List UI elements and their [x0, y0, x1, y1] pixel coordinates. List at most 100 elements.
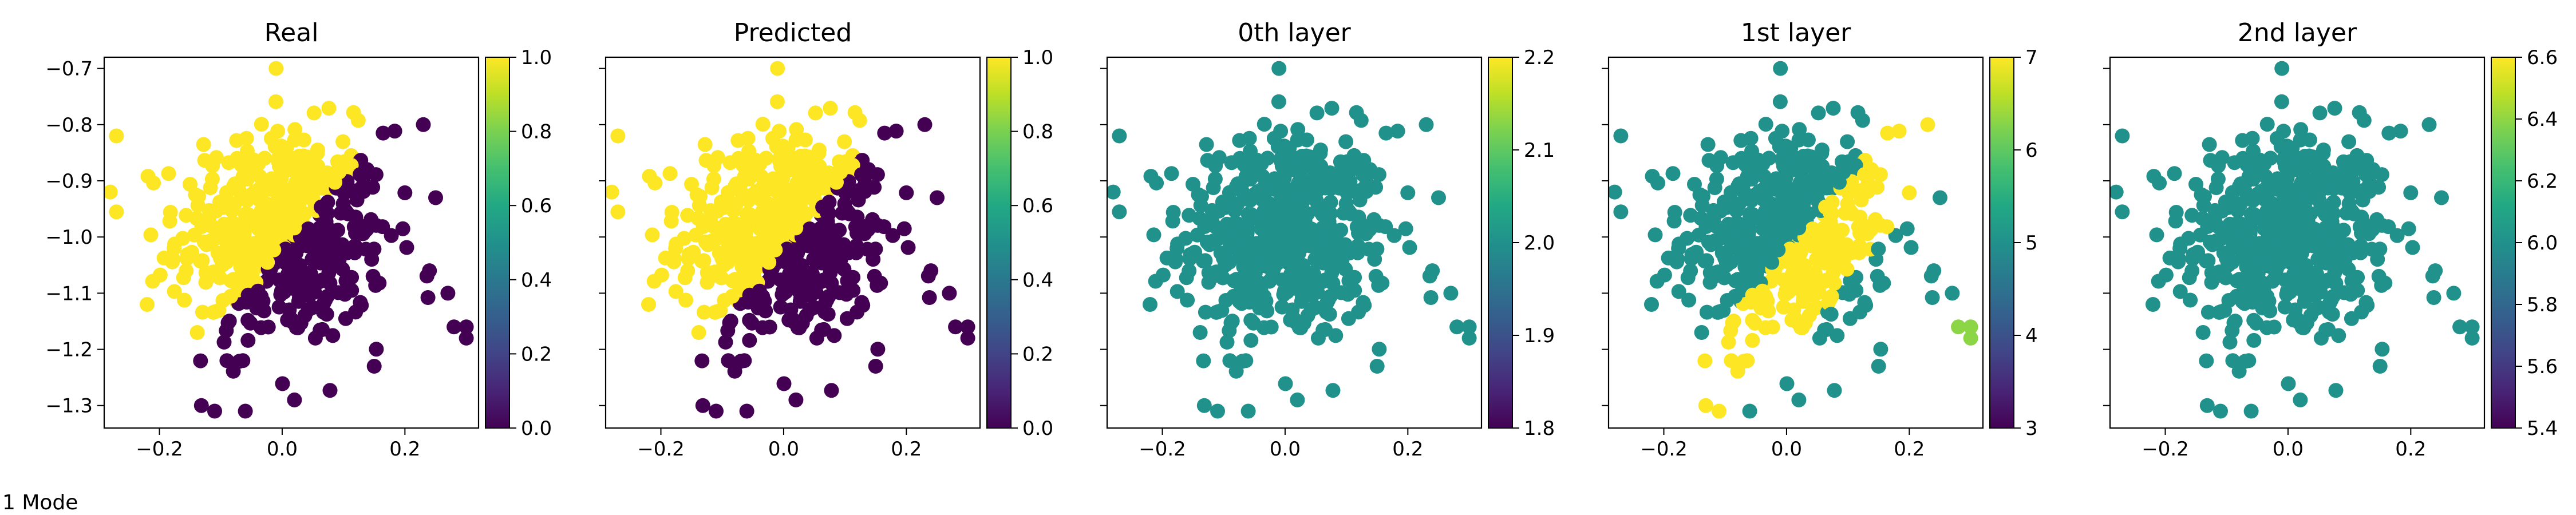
- scatter-point: [1179, 270, 1194, 286]
- scatter-point: [2328, 276, 2344, 291]
- colorbar-tick-label: 6.2: [2527, 170, 2558, 193]
- scatter-point: [2358, 295, 2374, 310]
- scatter-point: [1681, 292, 1697, 308]
- scatter-point: [821, 289, 836, 304]
- colorbar-tick-label: 6.4: [2527, 108, 2558, 131]
- scatter-point: [195, 253, 210, 268]
- scatter-point: [2327, 257, 2342, 272]
- scatter-point: [2316, 142, 2331, 158]
- x-tick-label: 0.0: [1771, 438, 1802, 461]
- scatter-point: [1211, 150, 1227, 165]
- scatter-point: [2446, 286, 2462, 301]
- scatter-point: [1461, 319, 1477, 335]
- scatter-point: [2243, 207, 2259, 222]
- scatter-point: [804, 229, 820, 244]
- scatter-point: [1742, 403, 1757, 419]
- scatter-point: [799, 308, 814, 323]
- scatter-point: [668, 284, 683, 299]
- scatter-point: [1902, 185, 1917, 200]
- colorbar-tick-label: 1.0: [521, 46, 552, 69]
- scatter-point: [1700, 137, 1716, 152]
- scatter-point: [1745, 332, 1760, 348]
- scatter-point: [1378, 125, 1394, 141]
- scatter-point: [325, 328, 341, 343]
- scatter-point: [691, 325, 706, 340]
- scatter-point: [2325, 289, 2341, 304]
- scatter-point: [1800, 287, 1816, 302]
- scatter-point: [1307, 251, 1323, 267]
- scatter-point: [700, 265, 715, 280]
- scatter-point: [2308, 189, 2324, 204]
- scatter-point: [2341, 134, 2357, 149]
- scatter-point: [297, 308, 313, 323]
- scatter-point: [1824, 289, 1839, 304]
- scatter-point: [109, 204, 124, 220]
- scatter-point: [867, 180, 882, 195]
- scatter-point: [1712, 403, 1726, 419]
- scatter-point: [344, 283, 359, 298]
- colorbar-tick-label: 1.8: [1524, 417, 1555, 440]
- scatter-point: [2241, 227, 2256, 242]
- scatter-point: [2246, 287, 2262, 303]
- scatter-point: [696, 304, 712, 320]
- scatter-point: [322, 383, 338, 398]
- scatter-point: [2312, 105, 2328, 121]
- scatter-point: [815, 199, 831, 215]
- scatter-point: [852, 113, 867, 128]
- scatter-point: [191, 189, 206, 204]
- scatter-point: [1694, 325, 1709, 340]
- scatter-point: [1321, 225, 1337, 240]
- scatter-point: [1198, 253, 1213, 268]
- scatter-point: [1222, 353, 1238, 369]
- scatter-point: [287, 392, 302, 407]
- scatter-point: [686, 244, 701, 260]
- scatter-point: [948, 319, 963, 335]
- scatter-point: [2208, 180, 2224, 195]
- scatter-point: [259, 209, 274, 225]
- scatter-point: [1786, 278, 1801, 293]
- scatter-point: [1402, 240, 1417, 255]
- scatter-point: [240, 332, 256, 348]
- scatter-point: [1758, 117, 1773, 132]
- scatter-point: [1400, 185, 1416, 200]
- scatter-point: [255, 222, 270, 237]
- scatter-point: [1330, 175, 1345, 190]
- scatter-point: [1823, 225, 1838, 240]
- scatter-point: [207, 304, 223, 319]
- scatter-point: [428, 190, 443, 205]
- scatter-point: [196, 137, 211, 152]
- colorbar-tick-label: 4: [2025, 324, 2038, 347]
- scatter-point: [1146, 227, 1161, 243]
- scatter-point: [1644, 297, 1659, 312]
- scatter-point: [790, 209, 805, 224]
- y-tick-label: −0.9: [45, 170, 93, 193]
- scatter-point: [289, 209, 304, 224]
- colorbar-tick-label: 0.8: [521, 121, 552, 144]
- scatter-point: [824, 276, 839, 291]
- scatter-point: [1374, 275, 1390, 291]
- scatter-point: [854, 295, 870, 310]
- scatter-point: [654, 267, 669, 283]
- scatter-point: [815, 171, 831, 187]
- scatter-point: [2374, 342, 2390, 357]
- scatter-point: [282, 278, 297, 293]
- scatter-point: [1254, 192, 1270, 207]
- scatter-point: [2377, 275, 2393, 291]
- scatter-point: [1285, 278, 1300, 293]
- scatter-point: [1325, 276, 1341, 291]
- scatter-point: [1823, 307, 1839, 322]
- scatter-point: [804, 189, 819, 204]
- scatter-point: [288, 175, 303, 191]
- scatter-point: [1170, 284, 1185, 299]
- scatter-point: [668, 241, 683, 256]
- panel-1: −0.2 0.0 0.2 −1.3 −1.2 −1.1 −1.0 −0.9 −0.8 −0.7 Re…: [45, 18, 552, 461]
- scatter-point: [1809, 251, 1824, 267]
- scatter-point: [1689, 244, 1704, 260]
- scatter-point: [440, 286, 456, 301]
- scatter-point: [664, 205, 679, 220]
- scatter-point: [1751, 239, 1767, 254]
- scatter-point: [1341, 311, 1356, 326]
- scatter-point: [2331, 328, 2346, 343]
- scatter-point: [960, 330, 975, 346]
- y-tick-label: −1.0: [45, 226, 93, 249]
